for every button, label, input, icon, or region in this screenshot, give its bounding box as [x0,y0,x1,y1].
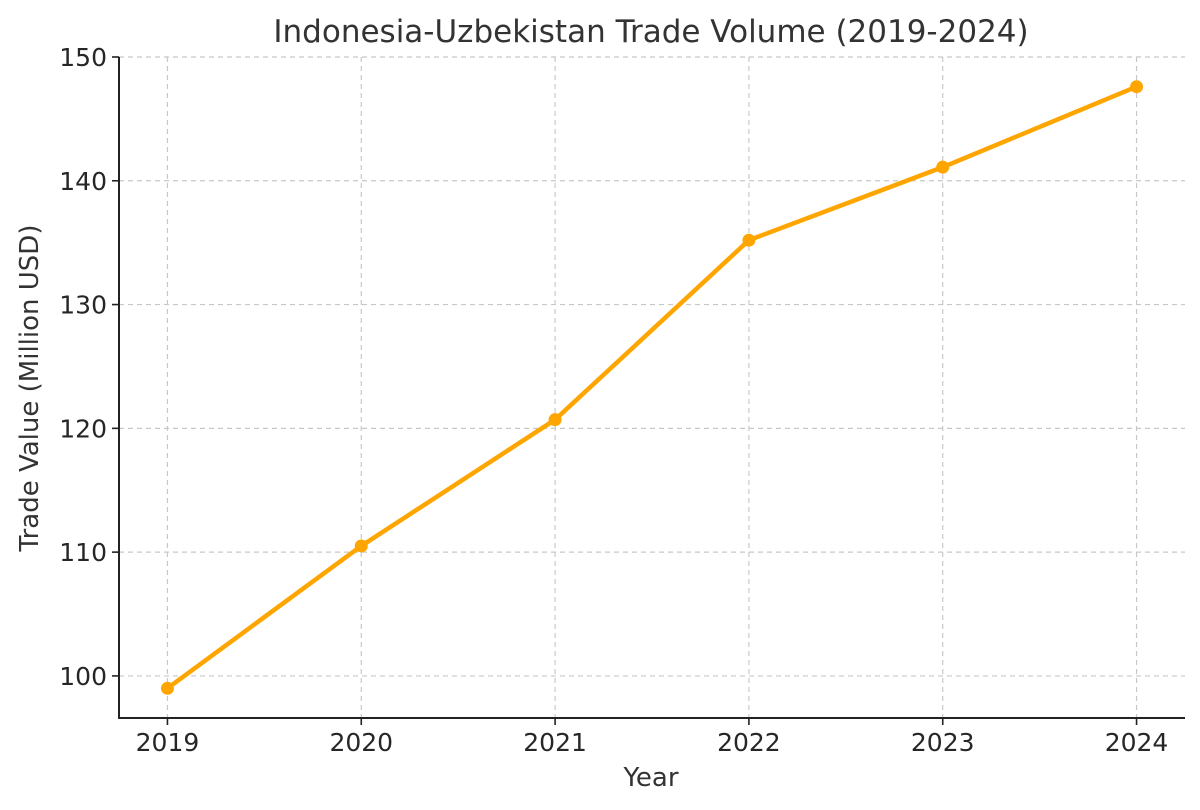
x-axis-label: Year [622,763,678,793]
y-tick-label: 110 [59,538,107,567]
x-tick-label: 2024 [1105,728,1169,757]
x-tick-label: 2020 [329,728,393,757]
x-tick-label: 2019 [136,728,200,757]
x-tick-label: 2022 [717,728,781,757]
y-tick-label: 140 [59,167,107,196]
data-point [742,233,756,247]
y-tick-label: 120 [59,414,107,443]
data-point [354,539,368,553]
x-tick-label: 2023 [911,728,975,757]
x-tick-label: 2021 [523,728,587,757]
axes [118,57,1185,719]
y-axis-label: Trade Value (Million USD) [15,225,45,553]
data-point [548,413,562,427]
ticks: 2019 2020 2021 2022 2023 2024 100 110 120 130 140 1… [59,43,1168,757]
y-tick-label: 100 [59,662,107,691]
series-line [165,84,1139,691]
axes-frame [118,57,1185,719]
y-tick-label: 150 [59,43,107,72]
y-tick-label: 130 [59,291,107,320]
chart-title: Indonesia-Uzbekistan Trade Volume (2019-… [273,14,1028,50]
data-point [1130,80,1144,94]
data-point [936,160,950,174]
grid [119,56,1185,718]
series [160,80,1144,695]
data-point [160,681,174,695]
